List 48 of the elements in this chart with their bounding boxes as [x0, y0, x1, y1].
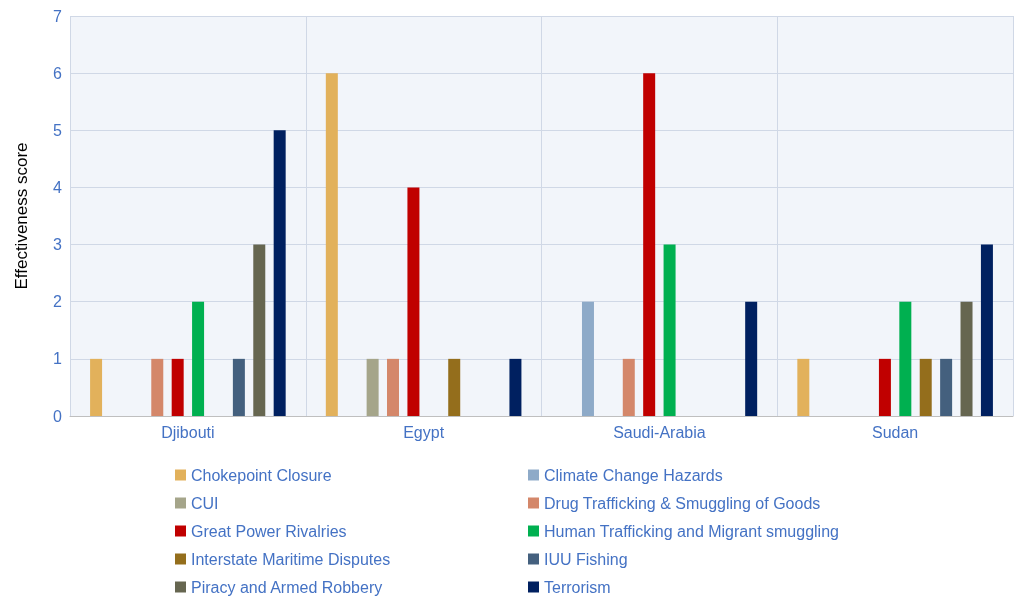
bar	[960, 301, 973, 416]
bar	[171, 358, 184, 416]
bar	[878, 358, 891, 416]
bar	[899, 301, 912, 416]
bar	[387, 358, 400, 416]
y-tick-label: 4	[53, 178, 63, 196]
x-tick-label: Egypt	[403, 423, 445, 441]
bar	[407, 187, 420, 416]
legend-label: Interstate Maritime Disputes	[191, 550, 391, 568]
legend-label: Climate Change Hazards	[544, 466, 723, 484]
bar	[366, 358, 379, 416]
bar	[797, 358, 810, 416]
legend-label: Piracy and Armed Robbery	[191, 578, 383, 596]
y-tick-label: 1	[53, 350, 63, 368]
legend-label: IUU Fishing	[544, 550, 628, 568]
x-tick-label: Saudi-Arabia	[613, 423, 706, 441]
bar	[919, 358, 932, 416]
bar	[663, 244, 676, 416]
x-tick-label: Sudan	[871, 423, 919, 441]
bar	[325, 73, 338, 416]
bar	[745, 301, 758, 416]
legend-label: Drug Trafficking & Smuggling of Goods	[544, 494, 821, 512]
y-axis-title: Effectiveness score	[12, 142, 31, 290]
legend-label: Great Power Rivalries	[191, 522, 347, 540]
y-tick-label: 7	[53, 7, 63, 25]
bar	[232, 358, 245, 416]
bar	[90, 358, 103, 416]
bar	[643, 73, 656, 416]
y-tick-label: 2	[53, 293, 63, 311]
bar	[622, 358, 635, 416]
bar	[273, 130, 286, 416]
legend-label: Terrorism	[544, 578, 611, 596]
bar	[253, 244, 266, 416]
y-tick-label: 3	[53, 236, 63, 254]
bar	[448, 358, 461, 416]
bar	[581, 301, 594, 416]
bar	[151, 358, 164, 416]
legend-label: Human Trafficking and Migrant smuggling	[544, 522, 839, 540]
y-tick-label: 0	[53, 407, 63, 425]
legend-label: CUI	[191, 494, 219, 512]
bar	[940, 358, 953, 416]
legend-label: Chokepoint Closure	[191, 466, 332, 484]
bar	[980, 244, 993, 416]
y-tick-label: 5	[53, 121, 63, 139]
x-tick-label: Djibouti	[161, 423, 215, 441]
bar	[192, 301, 205, 416]
bar	[509, 358, 522, 416]
y-tick-label: 6	[53, 64, 63, 82]
